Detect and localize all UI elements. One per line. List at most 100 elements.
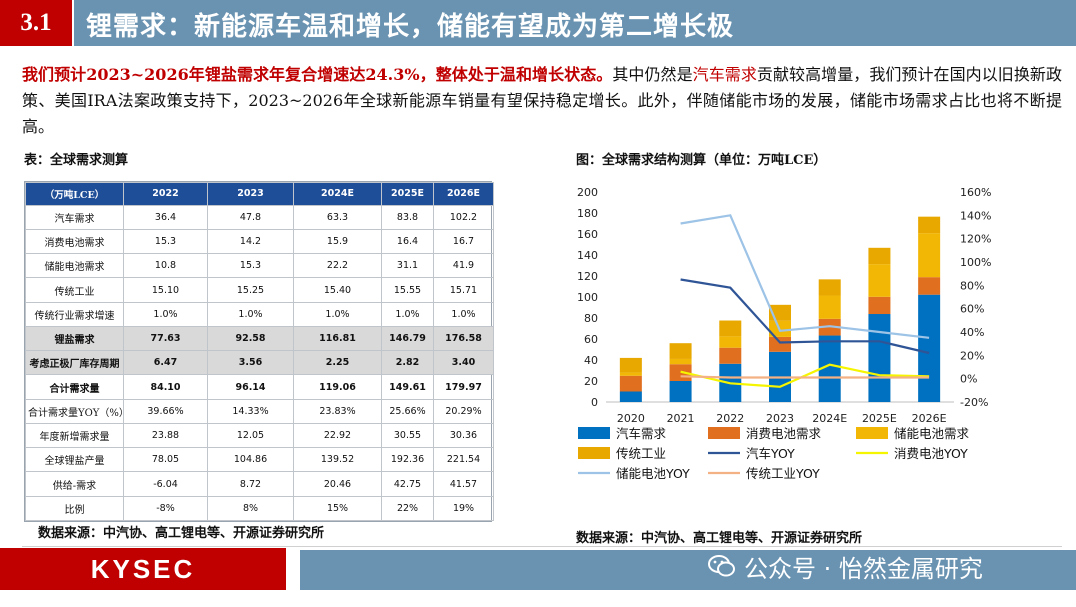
table-cell: 83.8 [381, 204, 434, 230]
table-cell: 22% [381, 495, 434, 522]
bar-segment [619, 357, 642, 373]
table-cell: 14.2 [207, 228, 294, 255]
chart-caption: 图：全球需求结构测算（单位：万吨LCE） [576, 153, 827, 168]
table-cell: 2023 [207, 182, 294, 206]
table-row: 合计需求量 84.10 96.14 119.06 149.61 179.97 [25, 374, 494, 400]
bar-segment [769, 336, 791, 352]
table-cell: 15.3 [123, 228, 208, 255]
table-cell: 8% [207, 495, 294, 522]
bar-segment [818, 279, 841, 296]
table-cell: 8.72 [207, 471, 294, 497]
x-tick-label: 2026E [912, 412, 947, 425]
bar-segment [619, 372, 642, 376]
y-tick-label: 160 [577, 228, 598, 241]
table-cell: 116.81 [293, 325, 382, 352]
footer-divider [22, 546, 1062, 547]
table-cell: 41.57 [433, 471, 494, 497]
table-cell: 179.97 [433, 374, 494, 400]
y-tick-label: 0 [591, 396, 598, 409]
row-label: 消费电池需求 [25, 228, 124, 255]
table-cell: 102.2 [433, 204, 494, 230]
bar-segment [719, 347, 742, 364]
table-cell: 139.52 [293, 447, 382, 473]
legend-label: 消费电池需求 [746, 426, 822, 441]
table-cell: 25.66% [381, 398, 434, 424]
table-cell: 2.82 [381, 350, 434, 376]
series-line [680, 214, 930, 339]
intro-paragraph: 我们预计2023~2026年锂盐需求年复合增速达24.3%，整体处于温和增长状态… [22, 62, 1062, 140]
table-cell: 10.8 [123, 253, 208, 279]
table-cell: 119.06 [293, 374, 382, 400]
table-cell: 176.58 [433, 325, 494, 352]
table-cell: 19% [433, 495, 494, 522]
table-cell: 15% [293, 495, 382, 522]
demand-table: （万吨LCE） 2022 2023 2024E 2025E 2026E 汽车需求 36.4 47… [24, 181, 494, 522]
bar-segment [669, 358, 692, 365]
section-number: 3.1 [0, 0, 72, 46]
table-cell: 31.1 [381, 253, 434, 279]
legend-label: 汽车需求 [616, 426, 667, 441]
bar-segment [868, 314, 891, 402]
section-header: 3.1 锂需求：新能源车温和增长，储能有望成为第二增长极 [0, 0, 1076, 46]
row-label: 全球锂盐产量 [25, 447, 124, 473]
bar-segment [868, 264, 891, 297]
y-tick-label: 20 [584, 375, 598, 388]
series-line [680, 375, 930, 379]
legend-swatch [578, 427, 610, 439]
row-label: 传统行业需求增速 [25, 301, 124, 327]
table-cell: 36.4 [123, 204, 208, 230]
table-cell: 2024E [293, 182, 382, 206]
table-cell: 221.54 [433, 447, 494, 473]
bar-segment [619, 391, 642, 402]
table-cell: 20.29% [433, 398, 494, 424]
row-label: 储能电池需求 [25, 253, 124, 279]
kysec-logo: KYSEC [0, 548, 286, 590]
bar-segment [918, 277, 941, 295]
y2-tick-label: 160% [960, 186, 991, 199]
table-cell: 77.63 [123, 325, 208, 352]
table-cell: 22.92 [293, 422, 382, 449]
table-cell: 63.3 [293, 204, 382, 230]
x-tick-label: 2022 [716, 412, 744, 425]
intro-highlight: 汽车需求 [692, 65, 757, 84]
bar-segment [669, 381, 692, 402]
intro-text-b: 贡献较高增量，我们预计在国内以旧换新政策、美国IRA法案政策支持下，2023~2… [22, 65, 1062, 136]
table-row: 传统工业 15.10 15.25 15.40 15.55 15.71 [25, 277, 494, 303]
table-cell: 78.05 [123, 447, 208, 473]
legend-label: 储能电池需求 [894, 426, 970, 441]
bar-segment [868, 247, 891, 265]
footer-bar [300, 550, 1076, 590]
y-tick-label: 80 [584, 312, 598, 325]
bar-segment [669, 343, 692, 359]
row-label: 考虑正极厂库存周期 [25, 350, 124, 376]
legend-swatch [578, 447, 610, 459]
y2-tick-label: 40% [960, 326, 984, 339]
table-row: 合计需求量YOY（%） 39.66% 14.33% 23.83% 25.66% 20.29… [25, 398, 494, 424]
table-header: （万吨LCE） 2022 2023 2024E 2025E 2026E [25, 182, 494, 206]
table-cell: 23.88 [123, 422, 208, 449]
table-cell: 14.33% [207, 398, 294, 424]
y-tick-label: 100 [577, 291, 598, 304]
table-cell: 2025E [381, 182, 434, 206]
table-cell: 15.25 [207, 277, 294, 303]
row-label: 锂盐需求 [25, 325, 124, 352]
table-row: 考虑正极厂库存周期 6.47 3.56 2.25 2.82 3.40 [25, 350, 494, 376]
source-left: 数据来源：中汽协、高工锂电等、开源证券研究所 [38, 526, 325, 541]
x-tick-label: 2023 [766, 412, 794, 425]
y-tick-label: 180 [577, 207, 598, 220]
table-row: 年度新增需求量 23.88 12.05 22.92 30.55 30.36 [25, 422, 494, 449]
legend-label: 传统工业YOY [746, 466, 820, 481]
table-row: 供给-需求 -6.04 8.72 20.46 42.75 41.57 [25, 471, 494, 497]
logo-text: KYSEC [90, 553, 196, 584]
legend-swatch [708, 427, 740, 439]
y-tick-label: 140 [577, 249, 598, 262]
y2-tick-label: 0% [960, 373, 977, 386]
table-row: 锂盐需求 77.63 92.58 116.81 146.79 176.58 [25, 325, 494, 352]
table-cell: 12.05 [207, 422, 294, 449]
y2-tick-label: 20% [960, 349, 984, 362]
table-cell: 42.75 [381, 471, 434, 497]
row-label: 合计需求量 [25, 374, 124, 400]
table-cell: 3.56 [207, 350, 294, 376]
table-cell: 3.40 [433, 350, 494, 376]
table-cell: 39.66% [123, 398, 208, 424]
